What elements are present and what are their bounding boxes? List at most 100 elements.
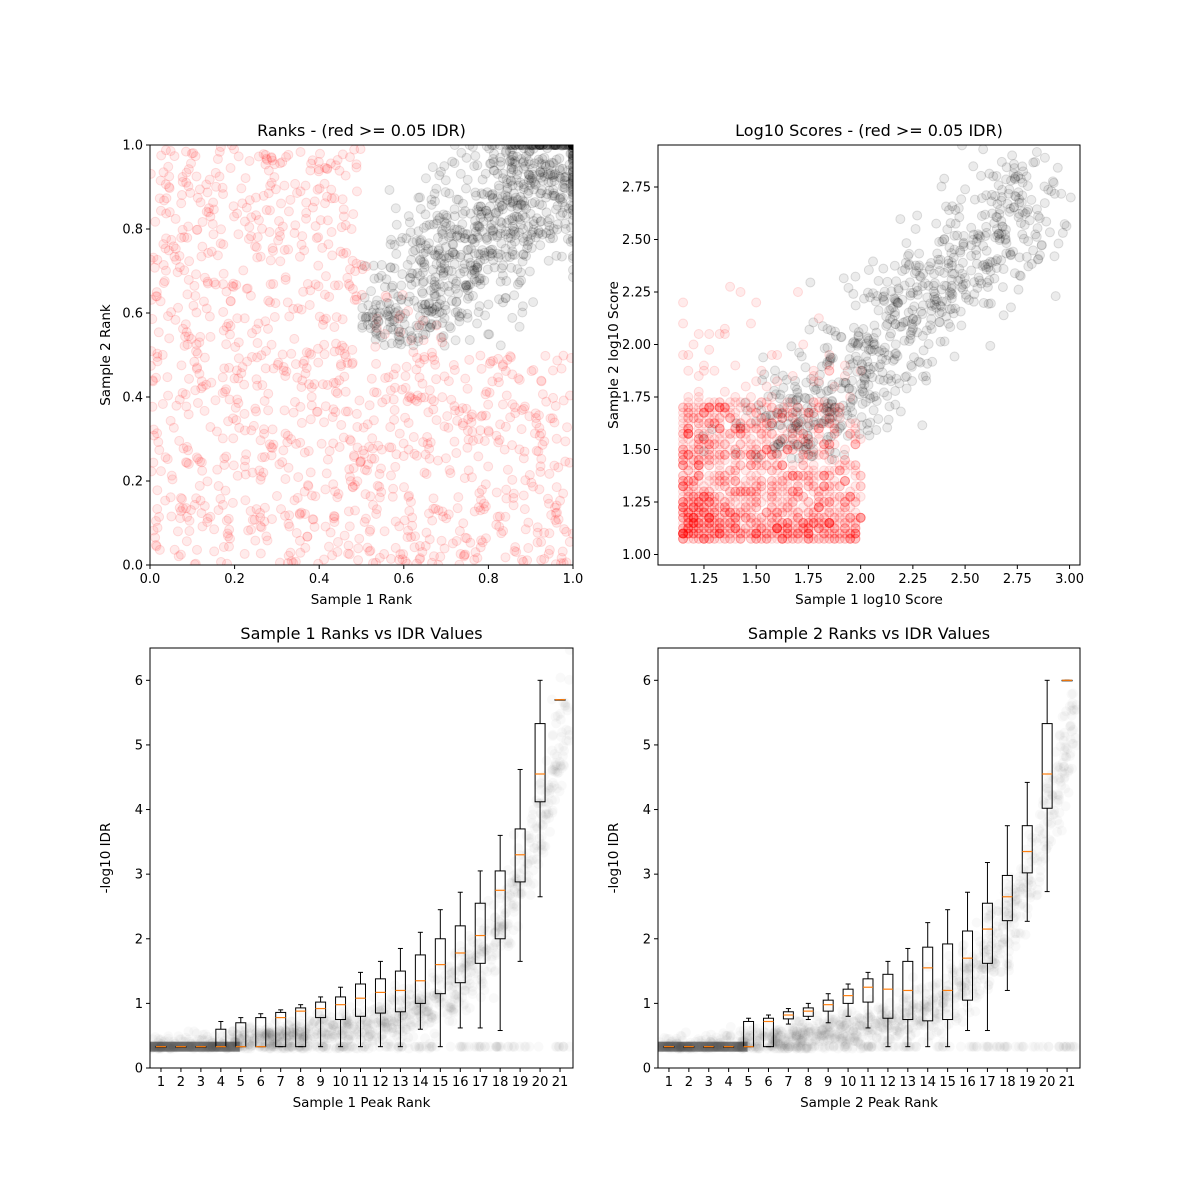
point-red (465, 537, 476, 548)
point-black (466, 269, 477, 280)
point-red (403, 417, 414, 428)
point-red (351, 186, 362, 197)
y-axis-label: Sample 2 log10 Score (606, 281, 622, 429)
point-black (438, 281, 449, 292)
point-red (239, 461, 250, 472)
point-black (539, 171, 550, 182)
point-red (751, 418, 762, 429)
point-black (510, 145, 521, 150)
point-red (215, 238, 226, 249)
point-black (550, 145, 561, 150)
point-red (808, 486, 819, 497)
point-black (826, 395, 837, 406)
point-black (488, 255, 499, 266)
point-red (698, 455, 709, 465)
point-red (409, 448, 420, 459)
point-red (366, 373, 377, 384)
point-red (330, 160, 341, 171)
point-red (397, 289, 408, 300)
point-black (518, 184, 529, 195)
point-black (568, 145, 573, 156)
point-black (524, 266, 535, 277)
point-red (501, 390, 512, 401)
point-black (554, 171, 565, 182)
point-black (516, 275, 527, 286)
point-black (447, 247, 458, 258)
point-black (510, 158, 521, 169)
point-red (294, 509, 305, 520)
point-red (336, 361, 347, 372)
point-red (257, 223, 268, 234)
point-red (415, 553, 426, 564)
point-red (819, 528, 830, 539)
point-black (819, 416, 830, 427)
point-red (177, 176, 188, 187)
point-black (544, 225, 555, 236)
point-red (545, 413, 556, 424)
point-red (792, 402, 803, 413)
point-red (239, 379, 250, 390)
point-black (452, 230, 463, 241)
point-red (745, 460, 756, 471)
point-red (480, 501, 491, 512)
point-red (329, 510, 340, 521)
point-red (808, 502, 819, 513)
point-red (709, 491, 720, 502)
point-red (505, 352, 516, 363)
point-black (868, 405, 879, 416)
point-red (745, 402, 756, 413)
point-red (839, 507, 850, 518)
point-red (539, 553, 550, 564)
point-black (473, 221, 484, 232)
point-red (280, 370, 291, 381)
point-black (514, 214, 525, 225)
point-red (839, 476, 850, 486)
idr-point (509, 830, 519, 840)
point-red (164, 333, 175, 344)
point-red (255, 507, 266, 518)
point-black (407, 332, 418, 343)
point-red (333, 537, 344, 548)
point-black (740, 397, 751, 408)
point-red (518, 556, 529, 565)
point-red (766, 533, 777, 544)
point-red (839, 476, 850, 486)
point-black (1001, 174, 1012, 185)
point-red (157, 349, 168, 360)
point-red (461, 403, 472, 414)
point-red (320, 271, 331, 282)
point-red (344, 434, 355, 445)
point-black (481, 205, 492, 216)
point-red (564, 536, 573, 547)
point-black (551, 250, 562, 261)
point-black (515, 219, 526, 230)
point-red (201, 303, 212, 314)
point-red (181, 457, 192, 468)
point-red (320, 401, 331, 412)
point-black (407, 268, 418, 279)
point-black (507, 145, 518, 150)
point-black (441, 253, 452, 264)
point-black (1046, 186, 1057, 197)
point-red (549, 460, 560, 471)
point-red (328, 377, 339, 388)
point-black (420, 329, 431, 340)
point-red (375, 463, 386, 474)
point-red (361, 261, 372, 272)
point-red (437, 506, 448, 517)
point-black (473, 201, 484, 212)
point-red (395, 327, 406, 338)
point-black (396, 280, 407, 291)
point-red (158, 278, 169, 289)
point-red (174, 502, 185, 513)
point-black (990, 255, 1001, 266)
point-red (508, 488, 519, 499)
point-red (176, 198, 187, 209)
point-black (506, 145, 517, 150)
point-red (819, 470, 830, 481)
point-red (337, 340, 348, 351)
point-black (518, 249, 529, 260)
point-red (368, 415, 379, 426)
point-red (714, 470, 725, 481)
point-red (176, 506, 187, 517)
